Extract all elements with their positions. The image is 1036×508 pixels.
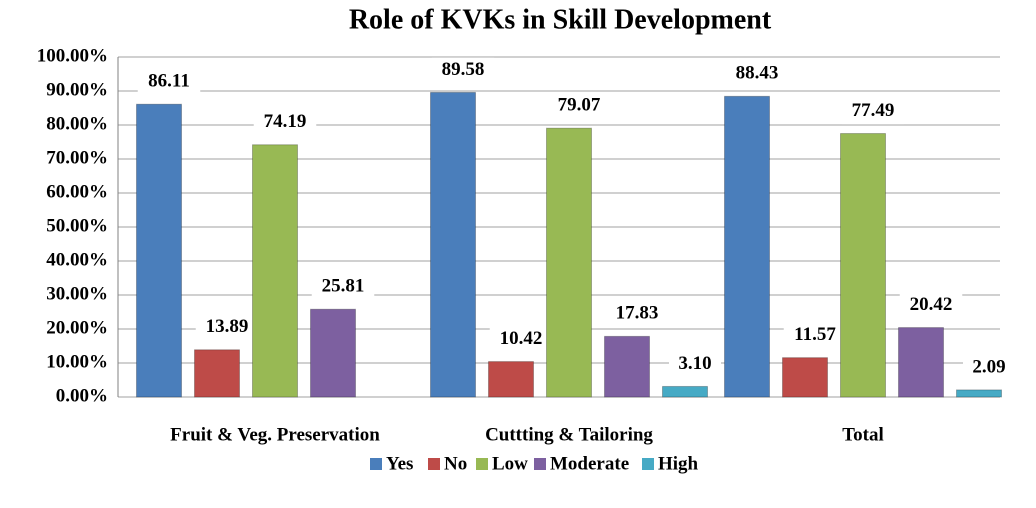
bar (194, 349, 240, 398)
legend-label: Moderate (550, 453, 629, 474)
value-label-bg (899, 292, 963, 319)
x-tick-label: Fruit & Veg. Preservation (170, 424, 380, 445)
y-tick-label: 70.00% (46, 147, 108, 168)
value-label-bg (547, 93, 611, 120)
value-label-bg (431, 57, 495, 84)
bar (782, 357, 828, 398)
value-label: 89.58 (442, 59, 485, 80)
value-label: 79.07 (558, 95, 601, 116)
bar (252, 144, 298, 398)
value-label-bg (253, 109, 317, 136)
y-tick-label: 80.00% (46, 113, 108, 134)
y-tick-label: 90.00% (46, 79, 108, 100)
chart-title: Role of KVKs in Skill Development (349, 4, 772, 35)
bar (724, 95, 770, 398)
value-label-bg (605, 301, 669, 328)
bar (546, 127, 592, 398)
bar (136, 103, 182, 398)
value-label: 2.09 (972, 356, 1005, 377)
value-label: 25.81 (322, 276, 365, 297)
y-tick-label: 30.00% (46, 283, 108, 304)
x-tick-label: Total (842, 424, 884, 445)
bar (604, 335, 650, 398)
value-label-bg (137, 69, 201, 96)
value-label: 86.11 (148, 71, 190, 92)
legend-swatch (476, 458, 488, 470)
value-label: 11.57 (794, 324, 836, 345)
x-tick-label: Cuttting & Tailoring (485, 424, 653, 445)
value-label: 77.49 (852, 100, 895, 121)
legend-label: High (658, 453, 699, 474)
value-label-bg (963, 354, 1015, 381)
y-tick-label: 60.00% (46, 181, 108, 202)
bar (662, 385, 708, 398)
legend-label: No (444, 453, 467, 474)
y-tick-label: 20.00% (46, 317, 108, 338)
value-label-bg (311, 274, 375, 301)
y-tick-label: 50.00% (46, 215, 108, 236)
legend-swatch (534, 458, 546, 470)
bar (488, 361, 534, 398)
value-label: 88.43 (736, 63, 779, 84)
value-label-bg (783, 322, 847, 349)
legend-label: Yes (386, 453, 413, 474)
bar (840, 133, 886, 398)
value-label: 3.10 (678, 353, 711, 374)
value-label: 20.42 (910, 294, 953, 315)
y-tick-label: 10.00% (46, 351, 108, 372)
value-label-bg (669, 351, 721, 378)
bar (310, 308, 356, 398)
legend-swatch (428, 458, 440, 470)
value-label: 17.83 (616, 303, 659, 324)
legend-swatch (370, 458, 382, 470)
value-label: 10.42 (500, 328, 543, 349)
value-label: 74.19 (264, 111, 307, 132)
legend-label: Low (492, 453, 528, 474)
legend-swatch (642, 458, 654, 470)
bar (956, 389, 1002, 398)
value-label-bg (489, 326, 553, 353)
value-label: 13.89 (206, 316, 249, 337)
value-label-bg (195, 314, 259, 341)
bar (430, 91, 476, 398)
y-tick-label: 0.00% (56, 385, 108, 406)
y-tick-label: 100.00% (37, 45, 108, 66)
bar (898, 327, 944, 398)
y-tick-label: 40.00% (46, 249, 108, 270)
value-label-bg (725, 61, 789, 88)
value-label-bg (841, 98, 905, 125)
